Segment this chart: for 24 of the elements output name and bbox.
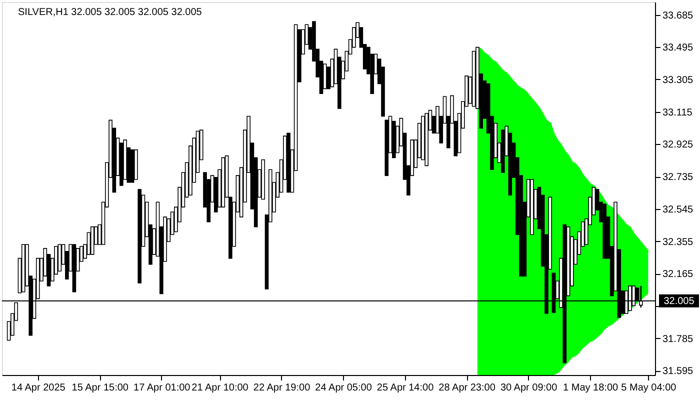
y-tick-label: 32.735 [662,172,694,184]
text: SILVER,H1 32.005 32.005 32.005 32.005 [18,7,202,18]
x-tick-label: 28 Apr 23:00 [438,382,496,394]
x-tick-label: 17 Apr 01:00 [134,382,191,394]
y-tick-label: 31.785 [662,334,694,345]
ref-line-label: 32.005 [664,296,695,307]
x-tick-label: 5 May 04:00 [621,382,677,394]
x-tick-label: 14 Apr 2025 [11,382,66,394]
y-tick-label: 32.355 [662,236,694,248]
y-tick-label: 33.305 [662,74,694,86]
x-tick-label: 25 Apr 14:00 [376,382,434,394]
y-tick-label: 31.595 [662,366,694,378]
y-tick-label: 33.685 [662,10,694,22]
x-tick-label: 24 Apr 05:00 [315,382,372,394]
x-tick-label: 1 May 18:00 [563,382,619,394]
y-tick-label: 32.545 [662,204,694,216]
x-tick-label: 30 Apr 09:00 [500,382,558,394]
y-tick-label: 32.165 [662,269,694,280]
x-tick-label: 21 Apr 10:00 [192,382,249,394]
x-tick-label: 22 Apr 19:00 [253,382,311,394]
y-tick-label: 33.115 [662,107,693,118]
y-tick-label: 33.495 [662,42,694,54]
y-tick-label: 32.925 [662,140,694,151]
x-tick-label: 15 Apr 15:00 [72,382,129,394]
